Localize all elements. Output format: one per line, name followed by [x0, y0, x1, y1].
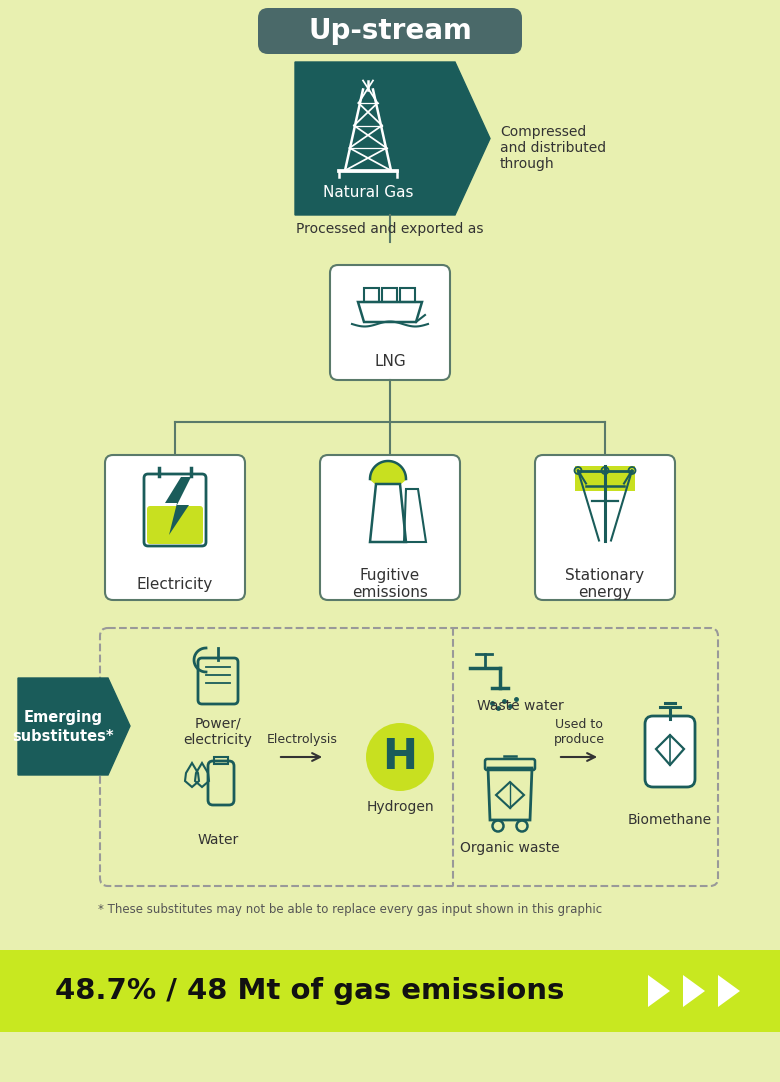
Text: Electricity: Electricity	[136, 577, 213, 592]
Text: Up-stream: Up-stream	[308, 17, 472, 45]
Polygon shape	[165, 477, 191, 535]
Text: Used to
produce: Used to produce	[554, 718, 604, 745]
Text: Waste water: Waste water	[477, 699, 563, 713]
FancyBboxPatch shape	[0, 950, 780, 1032]
Polygon shape	[370, 461, 406, 484]
FancyBboxPatch shape	[258, 8, 522, 54]
Text: Electrolysis: Electrolysis	[267, 733, 338, 745]
Polygon shape	[295, 62, 490, 215]
FancyBboxPatch shape	[645, 716, 695, 787]
Text: * These substitutes may not be able to replace every gas input shown in this gra: * These substitutes may not be able to r…	[98, 903, 602, 916]
Text: Power/
electricity: Power/ electricity	[183, 717, 253, 747]
Polygon shape	[718, 975, 740, 1007]
Text: H: H	[382, 736, 417, 778]
Text: Hydrogen: Hydrogen	[366, 800, 434, 814]
Text: Stationary
energy: Stationary energy	[566, 568, 644, 601]
Text: Natural Gas: Natural Gas	[323, 185, 413, 200]
FancyBboxPatch shape	[575, 465, 635, 490]
FancyBboxPatch shape	[147, 506, 203, 544]
Text: LNG: LNG	[374, 355, 406, 369]
FancyBboxPatch shape	[535, 456, 675, 601]
Polygon shape	[18, 678, 130, 775]
Text: Organic waste: Organic waste	[460, 841, 560, 855]
Text: Fugitive
emissions: Fugitive emissions	[352, 568, 428, 601]
Text: Processed and exported as: Processed and exported as	[296, 222, 484, 236]
Circle shape	[366, 723, 434, 791]
Polygon shape	[683, 975, 705, 1007]
Polygon shape	[648, 975, 670, 1007]
Text: 48.7% / 48 Mt of gas emissions: 48.7% / 48 Mt of gas emissions	[55, 977, 565, 1005]
Text: Emerging
substitutes*: Emerging substitutes*	[12, 710, 114, 744]
FancyBboxPatch shape	[105, 456, 245, 601]
Text: Compressed
and distributed
through: Compressed and distributed through	[500, 124, 606, 171]
FancyBboxPatch shape	[320, 456, 460, 601]
Text: Water: Water	[197, 833, 239, 847]
FancyBboxPatch shape	[330, 265, 450, 380]
Text: Biomethane: Biomethane	[628, 813, 712, 827]
